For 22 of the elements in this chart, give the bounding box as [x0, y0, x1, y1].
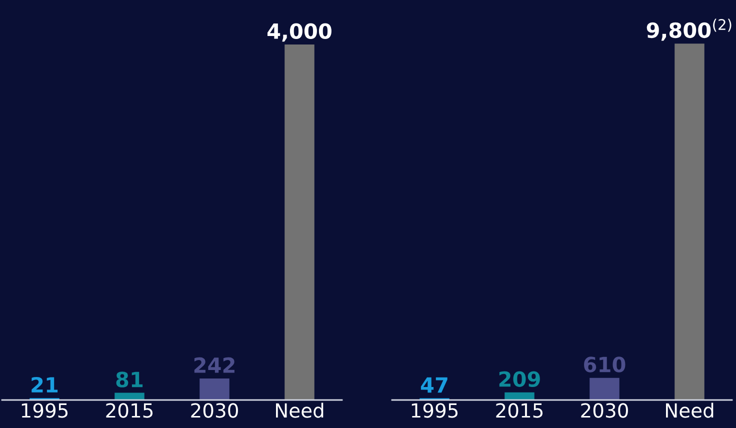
data-label: 47 — [420, 377, 448, 393]
data-label: 242 — [194, 357, 234, 373]
bar — [200, 378, 230, 400]
bar — [674, 44, 704, 400]
x-tick-label: 2015 — [106, 403, 153, 418]
x-tick-label: 2030 — [581, 403, 628, 418]
bar — [504, 392, 534, 400]
x-tick-label: 1995 — [412, 403, 458, 418]
data-label: 81 — [116, 372, 143, 388]
x-tick-label: Need — [666, 402, 714, 418]
data-label: 9,800$^{(2)}$ — [646, 18, 732, 41]
bar — [114, 392, 144, 400]
x-tick-label: Need — [276, 402, 324, 418]
x-tick-label: 2030 — [191, 403, 238, 418]
data-label: 610 — [584, 356, 626, 372]
data-label: 21 — [32, 376, 58, 392]
bar — [284, 44, 314, 400]
data-label: 209 — [499, 371, 540, 387]
x-tick-label: 1995 — [22, 403, 68, 418]
x-tick-label: 2015 — [496, 403, 543, 418]
bar — [590, 378, 620, 400]
data-label: 4,000 — [267, 23, 332, 42]
